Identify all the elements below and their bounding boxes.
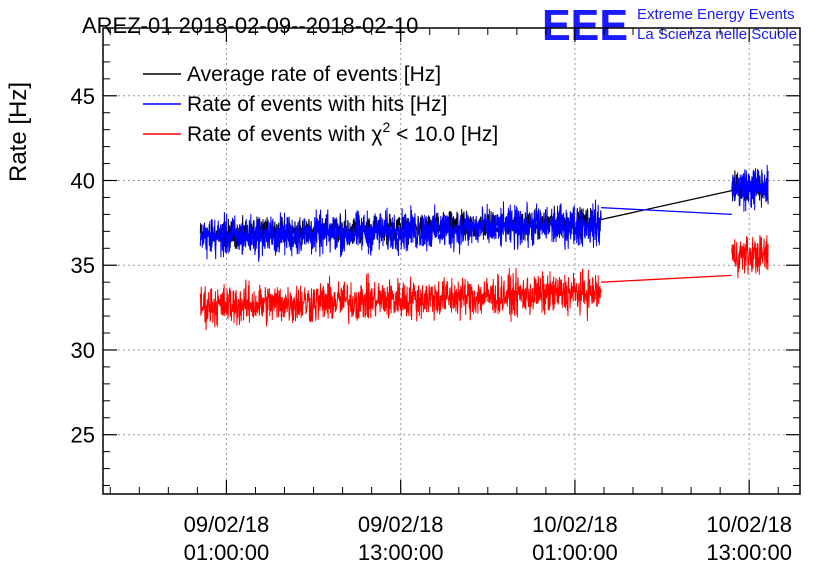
chart-title: AREZ-01 2018-02-09--2018-02-10: [82, 13, 418, 38]
legend-label-chi2: Rate of events with χ2 < 10.0 [Hz]: [187, 119, 498, 146]
grid-lines: [103, 28, 800, 494]
legend-label-average: Average rate of events [Hz]: [187, 63, 441, 86]
series-hits-gap-line: [601, 206, 732, 216]
x-tick-label-time: 01:00:00: [184, 540, 270, 565]
series-layer: [199, 164, 769, 331]
y-tick-label: 25: [71, 423, 95, 448]
x-tick-label-date: 09/02/18: [358, 512, 444, 537]
series-hits-segment-0: [199, 199, 602, 262]
x-tick-label-time: 13:00:00: [706, 540, 792, 565]
y-axis-label: Rate [Hz]: [5, 82, 32, 182]
y-tick-label: 35: [71, 253, 95, 278]
series-chi2-segment-0: [199, 267, 602, 331]
x-tick-label-date: 10/02/18: [706, 512, 792, 537]
series-chi2-gap-line: [601, 274, 732, 283]
legend: Average rate of events [Hz] Rate of even…: [143, 63, 498, 146]
x-tick-label-date: 09/02/18: [184, 512, 270, 537]
series-average-gap-line: [600, 190, 732, 221]
y-tick-label: 40: [71, 169, 95, 194]
x-tick-label-time: 13:00:00: [358, 540, 444, 565]
plot-frame: [102, 27, 801, 495]
y-tick-label: 30: [71, 338, 95, 363]
x-tick-label-date: 10/02/18: [532, 512, 618, 537]
org-name-line1: Extreme Energy Events: [637, 6, 795, 23]
org-name-line2: La Scienza nelle Scuole: [637, 26, 797, 43]
eee-logo: EEE: [542, 1, 628, 50]
legend-label-hits: Rate of events with hits [Hz]: [187, 93, 447, 116]
y-tick-label: 45: [71, 84, 95, 109]
x-tick-label-time: 01:00:00: [532, 540, 618, 565]
series-hits-segment-1: [731, 164, 769, 212]
axis-ticks: 25 30 35 40 45 09/02/18 01:00:00 09/02/18 13:00:…: [71, 27, 800, 565]
series-chi2-segment-1: [731, 235, 769, 279]
